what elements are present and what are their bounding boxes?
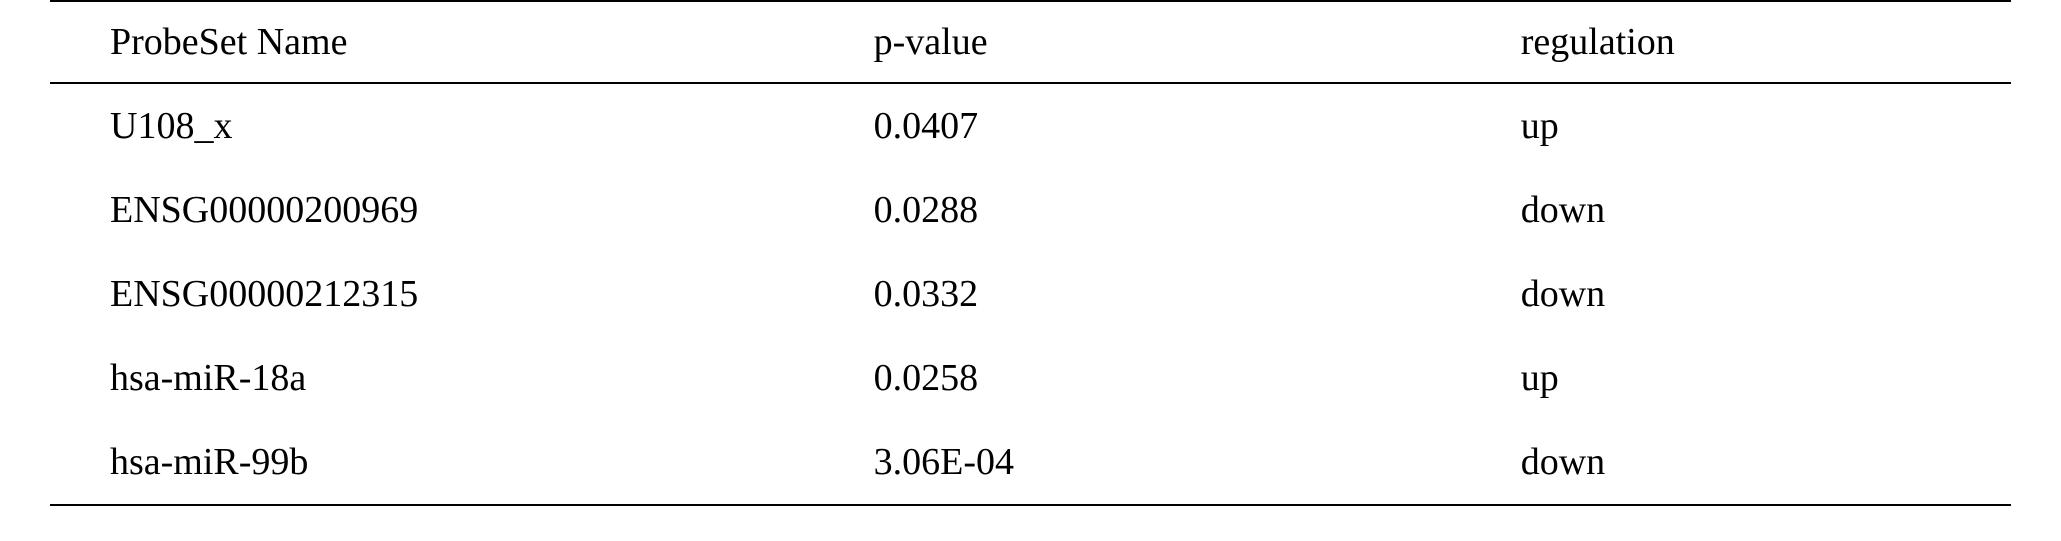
- cell-probeset: ENSG00000200969: [50, 168, 874, 252]
- cell-regulation: down: [1521, 252, 2011, 336]
- probeset-name: ENSG00000212315: [110, 273, 418, 315]
- col-header-probeset: ProbeSet Name: [50, 1, 874, 83]
- cell-pvalue: 0.0332: [874, 252, 1521, 336]
- cell-probeset: hsa-miR-99b: [50, 420, 874, 505]
- cell-pvalue: 0.0288: [874, 168, 1521, 252]
- probeset-name: hsa-miR-99b: [110, 441, 308, 483]
- table-row: ENSG00000212315 0.0332 down: [50, 252, 2011, 336]
- cell-regulation: up: [1521, 336, 2011, 420]
- table-row: hsa-miR-18a 0.0258 up: [50, 336, 2011, 420]
- cell-probeset: hsa-miR-18a: [50, 336, 874, 420]
- cell-regulation: down: [1521, 168, 2011, 252]
- table-row: hsa-miR-99b 3.06E-04 down: [50, 420, 2011, 505]
- probeset-name: ENSG00000200969: [110, 189, 418, 231]
- col-header-pvalue: p-value: [874, 1, 1521, 83]
- probeset-name: U108_x: [110, 105, 232, 147]
- table-body: U108_x 0.0407 up ENSG00000200969 0.0288 …: [50, 83, 2011, 505]
- table-row: U108_x 0.0407 up: [50, 83, 2011, 168]
- cell-regulation: down: [1521, 420, 2011, 505]
- cell-pvalue: 0.0258: [874, 336, 1521, 420]
- cell-probeset: ENSG00000212315: [50, 252, 874, 336]
- probeset-name: hsa-miR-18a: [110, 357, 306, 399]
- table-header-row: ProbeSet Name p-value regulation: [50, 1, 2011, 83]
- cell-probeset: U108_x: [50, 83, 874, 168]
- probe-table-container: ProbeSet Name p-value regulation U108_x …: [0, 0, 2061, 506]
- table-row: ENSG00000200969 0.0288 down: [50, 168, 2011, 252]
- cell-pvalue: 0.0407: [874, 83, 1521, 168]
- cell-regulation: up: [1521, 83, 2011, 168]
- probe-table: ProbeSet Name p-value regulation U108_x …: [50, 0, 2011, 506]
- cell-pvalue: 3.06E-04: [874, 420, 1521, 505]
- col-header-regulation: regulation: [1521, 1, 2011, 83]
